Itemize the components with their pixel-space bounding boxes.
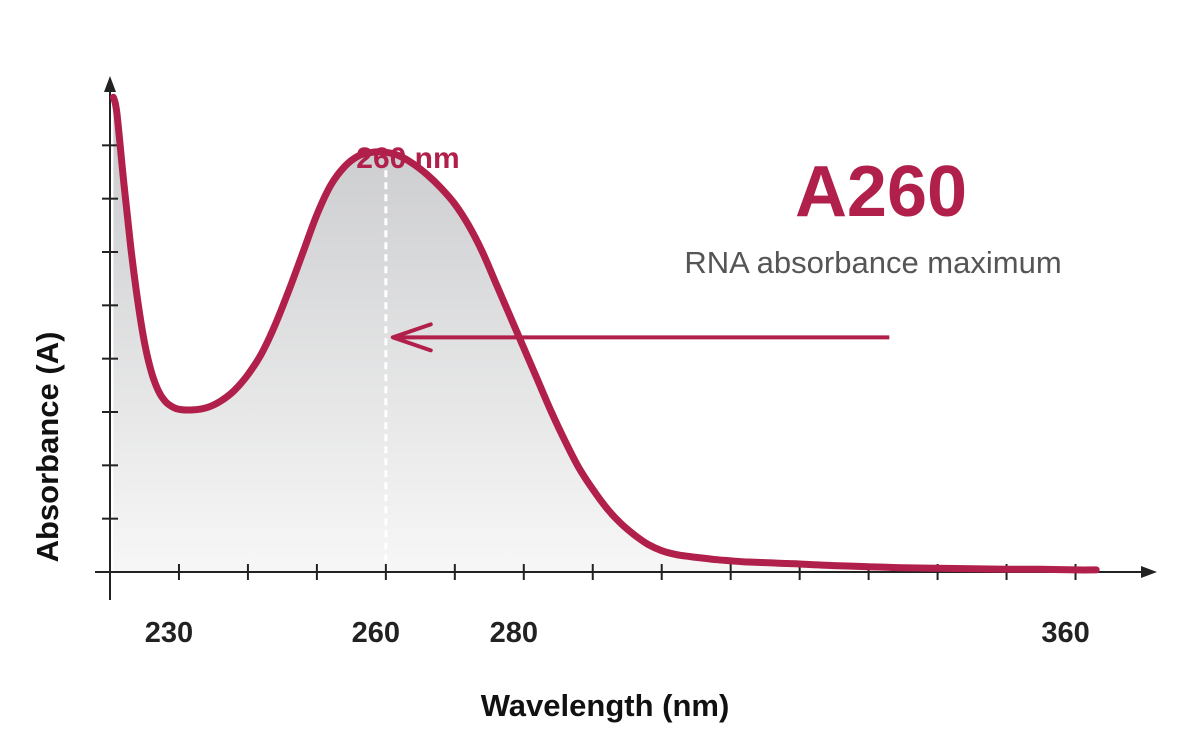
- y-axis-arrowhead: [104, 76, 116, 92]
- x-tick-label: 260: [352, 617, 400, 649]
- x-axis-arrowhead: [1141, 566, 1157, 578]
- x-tick-labels: 230 260 280 360: [145, 617, 1090, 649]
- chart-title: A260: [795, 152, 967, 232]
- pointer-arrow-head: [390, 322, 433, 353]
- x-axis-title: Wavelength (nm): [481, 688, 730, 723]
- absorbance-area-fill: [113, 97, 1097, 573]
- x-tick-label: 230: [145, 617, 193, 649]
- x-tick-label: 280: [490, 617, 538, 649]
- chart-subtitle: RNA absorbance maximum: [684, 245, 1061, 280]
- peak-label: 260 nm: [356, 142, 459, 175]
- absorbance-curve: [109, 93, 1100, 574]
- y-axis-title: Absorbance (A): [30, 332, 65, 563]
- x-tick-label: 360: [1041, 617, 1089, 649]
